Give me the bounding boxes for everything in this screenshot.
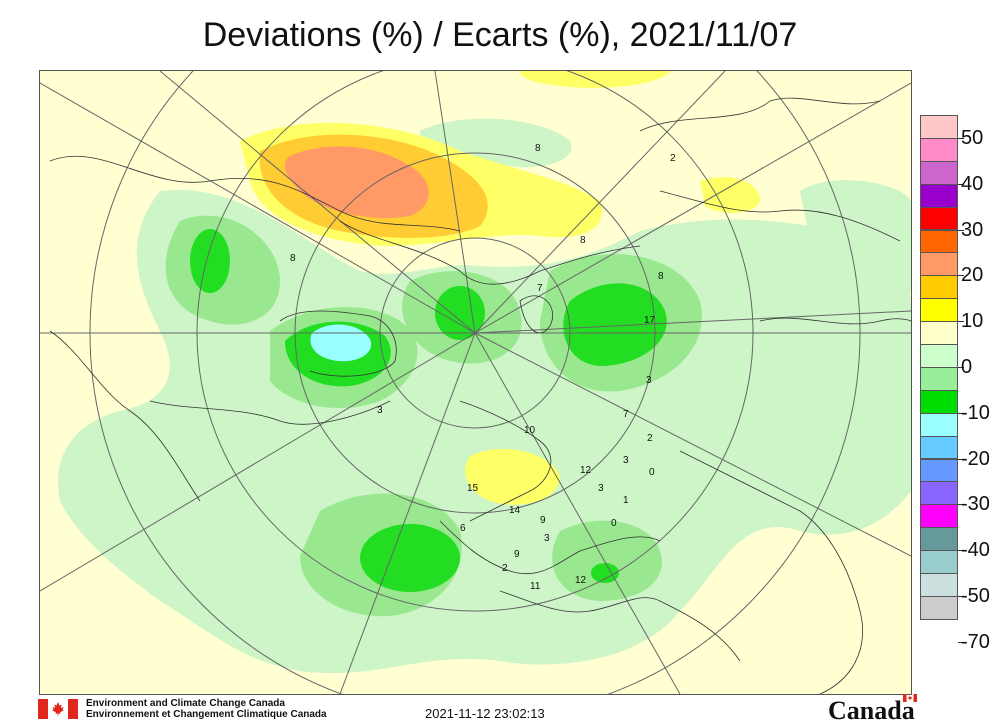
station-label: 6 xyxy=(460,523,466,534)
station-label: 0 xyxy=(649,467,655,478)
legend-tick xyxy=(958,458,964,460)
legend-swatch xyxy=(920,160,958,185)
station-label: 0 xyxy=(611,518,617,529)
station-label: 8 xyxy=(580,235,586,246)
station-label: 15 xyxy=(467,483,479,494)
legend-swatch xyxy=(920,298,958,323)
legend-label: -30 xyxy=(961,493,990,516)
legend-label: -20 xyxy=(961,447,990,470)
legend-label: -70 xyxy=(961,630,990,653)
legend-tick xyxy=(958,504,964,506)
station-label: 9 xyxy=(514,549,520,560)
legend-swatch xyxy=(920,183,958,208)
deviation-map: 8 8 8 7 17 3 7 2 3 12 3 1 0 15 14 6 9 3 … xyxy=(39,70,912,695)
canada-wordmark-text: Canada xyxy=(828,696,915,725)
station-label: 3 xyxy=(646,375,652,386)
station-label: 3 xyxy=(623,455,629,466)
map-title: Deviations (%) / Ecarts (%), 2021/11/07 xyxy=(202,16,798,54)
legend-swatch xyxy=(920,458,958,483)
station-label: 8 xyxy=(535,143,541,154)
station-label: 2 xyxy=(502,563,508,574)
legend-swatch xyxy=(920,504,958,529)
station-label: 9 xyxy=(540,515,546,526)
legend-tick xyxy=(958,595,964,597)
legend-tick xyxy=(958,550,964,552)
legend-swatch xyxy=(920,595,958,620)
legend-tick xyxy=(958,275,964,277)
station-label: 1 xyxy=(623,495,629,506)
station-label: 3 xyxy=(598,483,604,494)
legend-swatch xyxy=(920,344,958,368)
station-label: 8 xyxy=(658,271,664,282)
legend-label: 10 xyxy=(961,310,984,333)
legend-tick xyxy=(958,366,964,368)
legend-swatch xyxy=(920,481,958,506)
legend-swatch xyxy=(920,275,958,300)
legend-swatch xyxy=(920,573,958,597)
legend-label: 0 xyxy=(961,355,973,378)
legend-swatch xyxy=(920,229,958,254)
legend-swatch xyxy=(920,252,958,277)
legend-swatch xyxy=(920,550,958,574)
legend-swatch xyxy=(920,435,958,460)
legend-tick xyxy=(958,321,964,323)
station-label: 14 xyxy=(509,505,521,516)
legend-label: 30 xyxy=(961,218,984,241)
station-label: 12 xyxy=(575,575,587,586)
legend-swatch xyxy=(920,115,958,139)
legend-swatch xyxy=(920,321,958,345)
agency-signature: Environment and Climate Change Canada En… xyxy=(38,698,327,720)
cyan-zone xyxy=(310,324,372,362)
station-label: 12 xyxy=(580,465,592,476)
station-labels: 8 8 8 7 17 3 7 2 3 12 3 1 0 15 14 6 9 3 … xyxy=(290,143,676,592)
station-label: 10 xyxy=(524,425,536,436)
legend-tick xyxy=(958,183,964,185)
canada-wordmark: Canada xyxy=(828,694,917,726)
legend-swatch xyxy=(920,412,958,437)
station-label: 17 xyxy=(644,315,656,326)
station-label: 8 xyxy=(290,253,296,264)
legend-swatch xyxy=(920,389,958,414)
map-canvas: 8 8 8 7 17 3 7 2 3 12 3 1 0 15 14 6 9 3 … xyxy=(40,71,911,694)
station-label: 2 xyxy=(670,153,676,164)
canada-flag-icon xyxy=(38,699,78,719)
legend-swatch xyxy=(920,206,958,231)
legend-tick xyxy=(958,641,964,643)
station-label: 11 xyxy=(530,581,541,592)
graticule xyxy=(40,71,911,694)
agency-name-fr: Environnement et Changement Climatique C… xyxy=(86,709,327,720)
legend-swatch xyxy=(920,366,958,391)
legend-label: -50 xyxy=(961,584,990,607)
color-legend: 50 40 30 20 10 0 -10 -20 -30 -40 -50 -70 xyxy=(920,115,1000,660)
legend-tick xyxy=(958,137,964,139)
legend-label: 40 xyxy=(961,172,984,195)
generated-timestamp: 2021-11-12 23:02:13 xyxy=(425,706,545,721)
legend-swatch xyxy=(920,137,958,162)
legend-tick xyxy=(958,229,964,231)
station-label: 3 xyxy=(544,533,550,544)
coastlines xyxy=(49,97,911,694)
station-label: 7 xyxy=(623,409,629,420)
station-label: 7 xyxy=(537,283,543,294)
wordmark-flag-icon xyxy=(902,694,917,702)
legend-tick xyxy=(958,412,964,414)
agency-name-en: Environment and Climate Change Canada xyxy=(86,698,285,709)
legend-label: 50 xyxy=(961,126,984,149)
legend-label: 20 xyxy=(961,264,984,287)
legend-swatch xyxy=(920,527,958,552)
legend-label: -10 xyxy=(961,401,990,424)
legend-label: -40 xyxy=(961,539,990,562)
station-label: 2 xyxy=(647,433,653,444)
salmon-zone xyxy=(284,146,429,219)
station-label: 3 xyxy=(377,405,383,416)
